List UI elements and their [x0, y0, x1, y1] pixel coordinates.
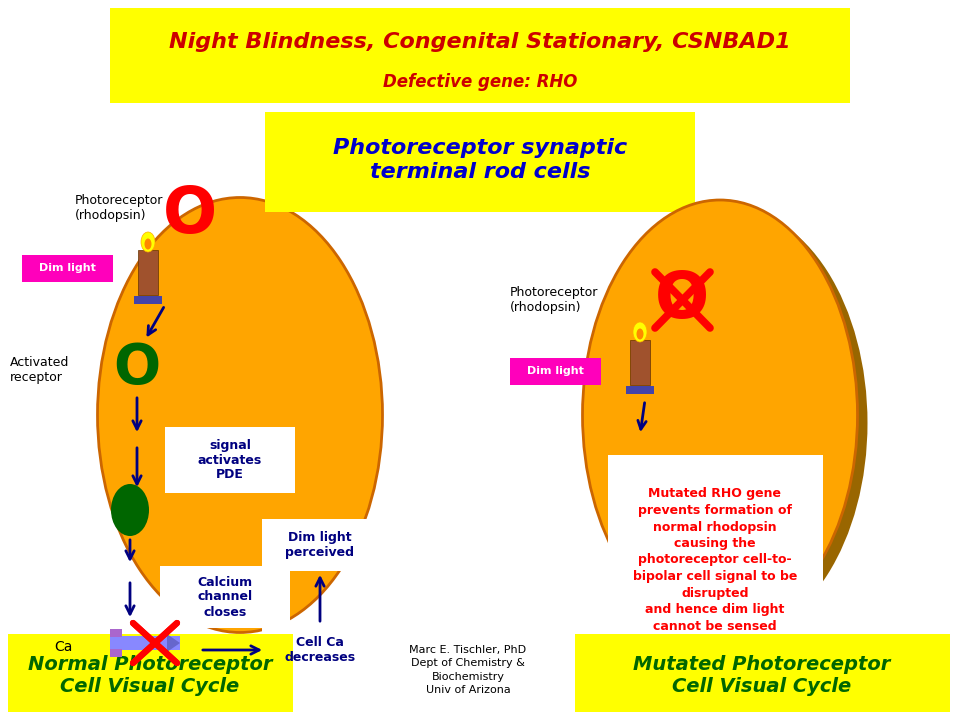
Text: Mutated Photoreceptor
Cell Visual Cycle: Mutated Photoreceptor Cell Visual Cycle	[634, 654, 891, 696]
Text: O: O	[163, 184, 217, 246]
Ellipse shape	[636, 328, 643, 340]
Bar	[110, 649, 122, 657]
FancyBboxPatch shape	[165, 428, 295, 492]
Ellipse shape	[141, 232, 155, 252]
Polygon shape	[167, 634, 180, 652]
Text: Cell Ca
decreases: Cell Ca decreases	[284, 636, 355, 664]
Bar	[630, 340, 650, 385]
FancyBboxPatch shape	[575, 634, 950, 712]
Text: O: O	[655, 269, 709, 331]
FancyBboxPatch shape	[510, 358, 601, 384]
Text: Photoreceptor
(rhodopsin): Photoreceptor (rhodopsin)	[75, 194, 163, 222]
Text: Defective gene: RHO: Defective gene: RHO	[383, 73, 577, 91]
Ellipse shape	[98, 197, 382, 632]
Ellipse shape	[145, 238, 152, 250]
Text: O: O	[113, 341, 160, 395]
FancyBboxPatch shape	[262, 519, 377, 571]
Bar	[626, 386, 654, 394]
Ellipse shape	[583, 200, 857, 630]
Text: Calcium
channel
closes: Calcium channel closes	[198, 575, 252, 618]
FancyBboxPatch shape	[262, 624, 377, 676]
FancyBboxPatch shape	[265, 112, 695, 212]
FancyBboxPatch shape	[21, 254, 112, 282]
Text: Marc E. Tischler, PhD
Dept of Chemistry &
Biochemistry
Univ of Arizona: Marc E. Tischler, PhD Dept of Chemistry …	[409, 645, 527, 695]
FancyBboxPatch shape	[8, 634, 293, 712]
FancyBboxPatch shape	[608, 455, 823, 665]
Text: Ca: Ca	[54, 640, 72, 654]
Bar	[138, 250, 158, 295]
Text: Activated
receptor: Activated receptor	[10, 356, 69, 384]
Bar	[134, 296, 162, 304]
Text: signal
activates
PDE: signal activates PDE	[198, 438, 262, 482]
Text: Night Blindness, Congenital Stationary, CSNBAD1: Night Blindness, Congenital Stationary, …	[169, 32, 791, 52]
Text: Dim light: Dim light	[38, 263, 95, 273]
Ellipse shape	[633, 322, 647, 342]
FancyBboxPatch shape	[160, 566, 290, 628]
Text: Dim light: Dim light	[527, 366, 584, 376]
Text: Mutated RHO gene
prevents formation of
normal rhodopsin
causing the
photorecepto: Mutated RHO gene prevents formation of n…	[633, 487, 797, 632]
FancyBboxPatch shape	[110, 8, 850, 103]
Text: Photoreceptor
(rhodopsin): Photoreceptor (rhodopsin)	[510, 286, 598, 314]
Text: Normal Photoreceptor
Cell Visual Cycle: Normal Photoreceptor Cell Visual Cycle	[28, 654, 273, 696]
Bar	[110, 636, 180, 650]
Ellipse shape	[111, 484, 149, 536]
Bar	[110, 629, 122, 637]
Ellipse shape	[592, 208, 868, 638]
Text: Dim light
perceived: Dim light perceived	[285, 531, 354, 559]
Text: Photoreceptor synaptic
terminal rod cells: Photoreceptor synaptic terminal rod cell…	[333, 138, 627, 182]
